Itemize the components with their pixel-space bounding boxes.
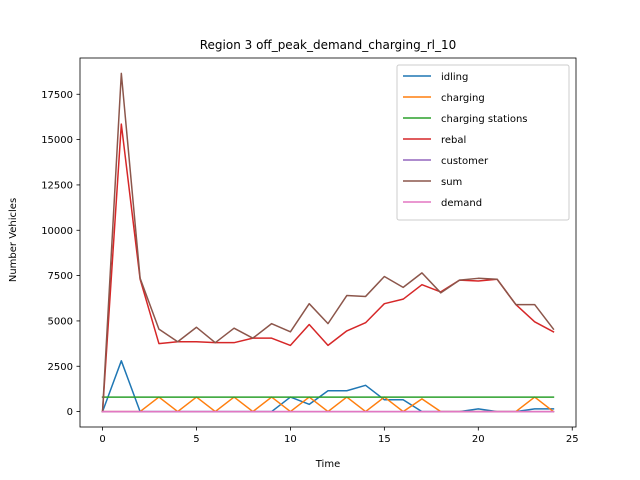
- y-tick-label: 17500: [41, 90, 73, 101]
- x-tick-label: 25: [566, 434, 579, 445]
- axis-layer: 0 5 10 15 20 25 0 2500 5000 7500 10000 12500 15000 17…: [41, 57, 579, 445]
- legend-label: sum: [441, 177, 462, 188]
- y-tick-label: 5000: [48, 316, 73, 327]
- x-tick-label: 0: [99, 434, 105, 445]
- series-line-sum: [101, 72, 555, 413]
- plot-frame: [79, 57, 577, 428]
- y-axis-label: Number Vehicles: [8, 198, 19, 282]
- y-tick-label: 2500: [48, 362, 73, 373]
- legend-box: [396, 64, 570, 221]
- legend-label: charging: [441, 93, 485, 104]
- x-tick-label: 15: [378, 434, 391, 445]
- legend: idling charging charging stations rebal cust…: [396, 64, 570, 221]
- legend-label: rebal: [441, 135, 466, 146]
- x-tick-label: 20: [472, 434, 485, 445]
- y-tick-label: 7500: [48, 271, 73, 282]
- y-tick-label: 0: [67, 407, 73, 418]
- legend-label: demand: [441, 198, 482, 209]
- x-tick-label: 10: [284, 434, 297, 445]
- x-tick-label: 5: [193, 434, 199, 445]
- y-tick-label: 15000: [41, 135, 73, 146]
- series-layer: [101, 72, 555, 413]
- legend-label: customer: [441, 156, 489, 167]
- chart-title: Region 3 off_peak_demand_charging_rl_10: [200, 38, 457, 52]
- y-tick-label: 10000: [41, 226, 73, 237]
- x-axis-label: Time: [315, 459, 340, 470]
- legend-label: charging stations: [441, 114, 528, 125]
- legend-label: idling: [441, 72, 468, 83]
- y-tick-label: 12500: [41, 180, 73, 191]
